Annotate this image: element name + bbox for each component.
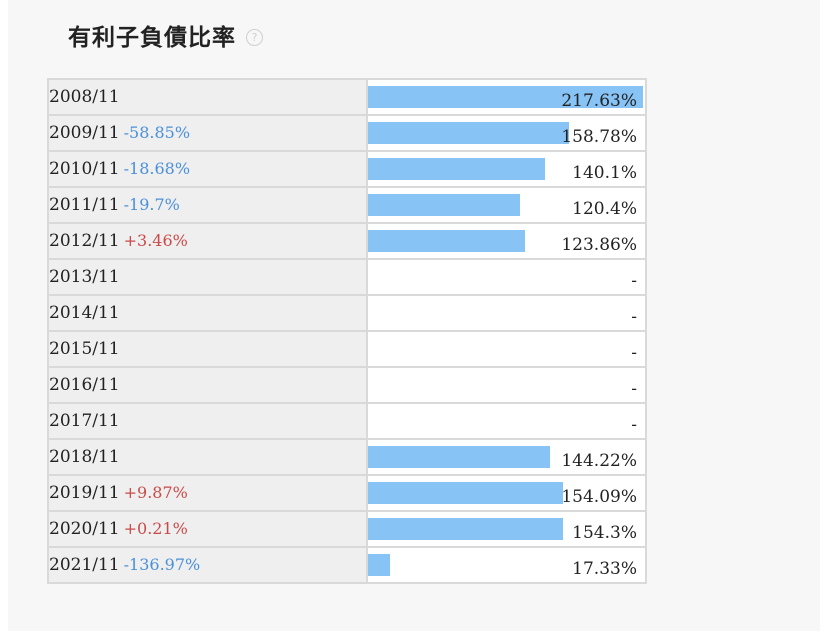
period-label: 2019/11: [49, 483, 120, 503]
bar-cell: 140.1%: [366, 150, 647, 188]
bar-cell: -: [366, 402, 647, 440]
period-label: 2011/11: [49, 195, 120, 215]
bar-cell: -: [366, 330, 647, 368]
table-row: 2014/11 -: [47, 294, 647, 332]
period-label: 2015/11: [49, 339, 120, 359]
value-label: -: [631, 271, 637, 291]
row-label: 2011/11 -19.7%: [47, 186, 368, 224]
bar-cell: 158.78%: [366, 114, 647, 152]
bar-cell: 144.22%: [366, 438, 647, 476]
row-label: 2012/11 +3.46%: [47, 222, 368, 260]
value-bar: [368, 446, 550, 468]
bar-cell: 154.3%: [366, 510, 647, 548]
value-label: 158.78%: [561, 127, 637, 147]
row-label: 2021/11 -136.97%: [47, 546, 368, 584]
value-label: -: [631, 343, 637, 363]
bar-cell: 120.4%: [366, 186, 647, 224]
period-label: 2021/11: [49, 555, 120, 575]
row-label: 2010/11 -18.68%: [47, 150, 368, 188]
value-label: 144.22%: [561, 451, 637, 471]
value-label: 17.33%: [572, 559, 637, 579]
table-row: 2020/11 +0.21% 154.3%: [47, 510, 647, 548]
value-bar: [368, 482, 563, 504]
value-bar: [368, 158, 545, 180]
row-label: 2009/11 -58.85%: [47, 114, 368, 152]
bar-cell: 17.33%: [366, 546, 647, 584]
table-row: 2013/11 -: [47, 258, 647, 296]
table-row: 2018/11 144.22%: [47, 438, 647, 476]
period-label: 2016/11: [49, 375, 120, 395]
table-row: 2017/11 -: [47, 402, 647, 440]
change-label: -58.85%: [123, 123, 191, 142]
value-bar: [368, 194, 520, 216]
row-label: 2008/11: [47, 78, 368, 116]
value-label: 123.86%: [561, 235, 637, 255]
row-label: 2015/11: [47, 330, 368, 368]
bar-cell: 217.63%: [366, 78, 647, 116]
change-label: +0.21%: [123, 519, 188, 538]
table-row: 2008/11 217.63%: [47, 78, 647, 116]
change-label: -19.7%: [123, 195, 180, 214]
period-label: 2017/11: [49, 411, 120, 431]
row-label: 2013/11: [47, 258, 368, 296]
question-circle-icon[interactable]: ?: [246, 28, 263, 46]
table-row: 2015/11 -: [47, 330, 647, 368]
bar-cell: 123.86%: [366, 222, 647, 260]
value-label: -: [631, 307, 637, 327]
period-label: 2018/11: [49, 447, 120, 467]
change-label: -136.97%: [123, 555, 201, 574]
period-label: 2010/11: [49, 159, 120, 179]
row-label: 2017/11: [47, 402, 368, 440]
value-bar: [368, 554, 390, 576]
period-label: 2009/11: [49, 123, 120, 143]
table-row: 2012/11 +3.46% 123.86%: [47, 222, 647, 260]
period-label: 2013/11: [49, 267, 120, 287]
title-row: 有利子負債比率 ?: [68, 18, 263, 52]
debt-ratio-table: 2008/11 217.63% 2009/11 -58.85% 158.78% 2010/…: [47, 78, 647, 584]
change-label: +3.46%: [123, 231, 188, 250]
row-label: 2020/11 +0.21%: [47, 510, 368, 548]
bar-cell: -: [366, 294, 647, 332]
period-label: 2008/11: [49, 87, 120, 107]
table-row: 2009/11 -58.85% 158.78%: [47, 114, 647, 152]
table-row: 2016/11 -: [47, 366, 647, 404]
bar-cell: 154.09%: [366, 474, 647, 512]
row-label: 2014/11: [47, 294, 368, 332]
change-label: -18.68%: [123, 159, 191, 178]
value-bar: [368, 230, 525, 252]
table-row: 2019/11 +9.87% 154.09%: [47, 474, 647, 512]
period-label: 2014/11: [49, 303, 120, 323]
table-row: 2021/11 -136.97% 17.33%: [47, 546, 647, 584]
table-row: 2010/11 -18.68% 140.1%: [47, 150, 647, 188]
period-label: 2012/11: [49, 231, 120, 251]
page-title: 有利子負債比率: [68, 25, 236, 51]
row-label: 2019/11 +9.87%: [47, 474, 368, 512]
value-bar: [368, 122, 569, 144]
value-label: -: [631, 415, 637, 435]
table-row: 2011/11 -19.7% 120.4%: [47, 186, 647, 224]
bar-cell: -: [366, 366, 647, 404]
bar-cell: -: [366, 258, 647, 296]
value-label: 217.63%: [561, 91, 637, 111]
value-label: 154.09%: [561, 487, 637, 507]
row-label: 2016/11: [47, 366, 368, 404]
value-label: -: [631, 379, 637, 399]
value-bar: [368, 518, 563, 540]
value-label: 120.4%: [572, 199, 637, 219]
change-label: +9.87%: [123, 483, 188, 502]
value-label: 140.1%: [572, 163, 637, 183]
row-label: 2018/11: [47, 438, 368, 476]
value-bar: [368, 86, 643, 108]
value-label: 154.3%: [572, 523, 637, 543]
period-label: 2020/11: [49, 519, 120, 539]
